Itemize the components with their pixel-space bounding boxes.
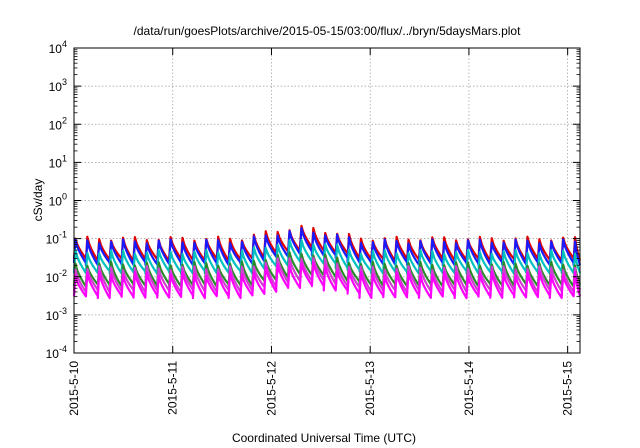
y-tick-label: 10-3 — [46, 306, 67, 323]
x-tick-label: 2015-5-10 — [67, 361, 81, 416]
y-tick-label: 104 — [49, 39, 67, 56]
series-line — [72, 227, 582, 267]
y-tick-label: 10-1 — [46, 230, 67, 247]
tick-marks — [73, 47, 580, 354]
series-line — [72, 251, 582, 288]
y-tick-labels: 10-4 10-3 10-2 10-1 100 101 102 103 104 — [46, 39, 67, 361]
chart-title: /data/run/goesPlots/archive/2015-05-15/0… — [134, 24, 522, 38]
y-tick-label: 10-2 — [46, 268, 67, 285]
series-line — [72, 238, 582, 275]
x-tick-label: 2015-5-12 — [264, 361, 278, 416]
y-tick-label: 101 — [49, 153, 67, 170]
x-axis-label: Coordinated Universal Time (UTC) — [232, 431, 416, 445]
x-tick-label: 2015-5-15 — [561, 361, 575, 416]
x-tick-label: 2015-5-11 — [166, 361, 180, 415]
y-tick-label: 103 — [49, 77, 67, 94]
series-line — [72, 261, 582, 300]
y-tick-label: 10-4 — [46, 344, 67, 361]
grid-lines — [74, 48, 580, 353]
y-tick-label: 100 — [49, 192, 67, 209]
y-tick-label: 102 — [49, 115, 67, 132]
series-line — [72, 256, 582, 294]
x-tick-label: 2015-5-13 — [363, 361, 377, 416]
x-tick-labels: 2015-5-10 2015-5-11 2015-5-12 2015-5-13 2015… — [67, 361, 575, 416]
y-axis-label: cSv/day — [31, 179, 45, 222]
x-tick-label: 2015-5-14 — [462, 361, 476, 416]
series-lines — [72, 224, 582, 300]
